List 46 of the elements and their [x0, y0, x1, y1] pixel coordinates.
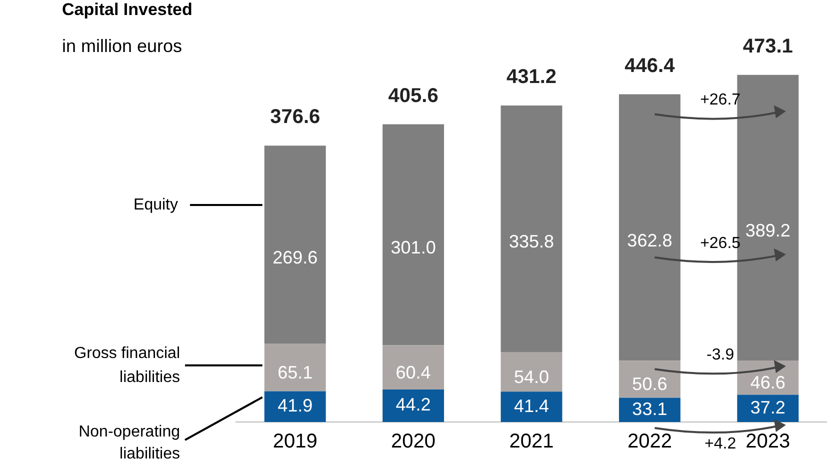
chart-subtitle: in million euros [62, 36, 182, 57]
annotation: -3.9 [706, 346, 734, 364]
text: +4.2 [704, 435, 736, 452]
x-tick-label: 2019 [272, 430, 318, 453]
x-tick-label: 2021 [509, 430, 554, 453]
x-tick-label: 2020 [391, 430, 436, 453]
data-label: 41.4 [514, 396, 550, 416]
bar [264, 146, 326, 344]
x-tick-label: 2023 [746, 430, 790, 453]
data-label: 269.6 [272, 247, 318, 268]
data-label: 60.4 [396, 362, 431, 382]
annotation: +26.5 [700, 234, 741, 252]
text: Equity [134, 196, 178, 214]
total-label: 431.2 [506, 66, 557, 88]
data-label: 335.8 [508, 232, 554, 252]
data-label: 389.2 [745, 220, 790, 241]
total-label: 473.1 [742, 35, 793, 58]
x-tick-label: 2022 [627, 430, 672, 453]
bar [382, 345, 444, 390]
bar [382, 124, 444, 346]
bar [618, 398, 680, 422]
bar [264, 343, 326, 392]
data-label: 41.9 [278, 396, 313, 416]
annotation: +26.7 [700, 92, 741, 109]
total-label: 446.4 [624, 54, 676, 77]
data-label: 46.6 [750, 372, 786, 393]
bar [382, 390, 444, 422]
data-label: 301.0 [390, 238, 436, 258]
total-label: 405.6 [388, 84, 438, 107]
data-label: 50.6 [632, 374, 668, 394]
bar [737, 394, 799, 422]
bar [500, 352, 562, 392]
bar [264, 391, 326, 422]
text: Non-operating liabilities [78, 423, 180, 462]
text: Gross financial liabilities [74, 344, 180, 386]
data-label: 54.0 [514, 366, 550, 387]
data-label: 33.1 [632, 398, 668, 419]
chart-title: Capital Invested [62, 0, 192, 20]
data-label: 37.2 [750, 397, 786, 418]
data-label: 362.8 [627, 230, 672, 250]
total-label: 376.6 [270, 106, 320, 128]
bar [500, 392, 562, 422]
bar [618, 94, 680, 361]
data-label: 65.1 [278, 362, 313, 382]
bar [500, 106, 562, 352]
data-label: 44.2 [396, 394, 431, 415]
